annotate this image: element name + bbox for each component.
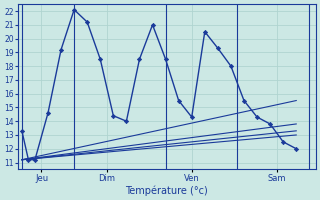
X-axis label: Température (°c): Température (°c) — [125, 185, 208, 196]
